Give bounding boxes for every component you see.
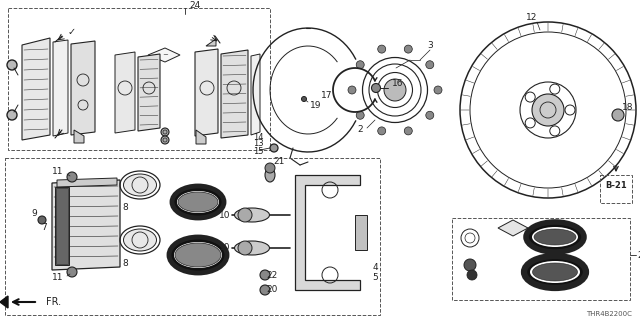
Ellipse shape xyxy=(532,263,577,281)
Circle shape xyxy=(404,45,412,53)
Text: ~: ~ xyxy=(162,52,168,58)
Ellipse shape xyxy=(178,192,218,212)
Polygon shape xyxy=(138,54,160,131)
Circle shape xyxy=(404,127,412,135)
Circle shape xyxy=(260,270,270,280)
Circle shape xyxy=(426,111,434,119)
Text: 21: 21 xyxy=(273,157,285,166)
Ellipse shape xyxy=(124,229,157,251)
Circle shape xyxy=(464,259,476,271)
Circle shape xyxy=(38,216,46,224)
Text: FR.: FR. xyxy=(46,297,61,307)
Ellipse shape xyxy=(177,191,219,213)
Circle shape xyxy=(356,61,364,69)
Text: 18: 18 xyxy=(622,103,634,113)
Ellipse shape xyxy=(234,241,269,255)
Text: 23: 23 xyxy=(637,251,640,260)
Ellipse shape xyxy=(524,256,586,288)
Text: ✓: ✓ xyxy=(68,27,76,37)
Text: 12: 12 xyxy=(526,13,538,22)
Circle shape xyxy=(67,172,77,182)
Ellipse shape xyxy=(526,222,584,252)
Circle shape xyxy=(238,208,252,222)
Text: 10: 10 xyxy=(220,244,231,252)
Text: B-21: B-21 xyxy=(605,180,627,189)
Circle shape xyxy=(7,60,17,70)
Polygon shape xyxy=(498,220,528,236)
Bar xyxy=(600,175,632,203)
Text: 5: 5 xyxy=(372,274,378,283)
Circle shape xyxy=(67,267,77,277)
Circle shape xyxy=(348,86,356,94)
Text: 10: 10 xyxy=(220,211,231,220)
Ellipse shape xyxy=(265,168,275,182)
Ellipse shape xyxy=(384,79,406,101)
Text: THR4B2200C: THR4B2200C xyxy=(586,311,632,317)
Polygon shape xyxy=(57,178,117,187)
Circle shape xyxy=(301,97,307,101)
Text: 22: 22 xyxy=(266,270,278,279)
Polygon shape xyxy=(22,38,50,140)
Ellipse shape xyxy=(174,242,222,268)
Polygon shape xyxy=(295,175,360,290)
Bar xyxy=(56,188,68,264)
Text: 2: 2 xyxy=(357,125,363,134)
Circle shape xyxy=(532,94,564,126)
Circle shape xyxy=(238,241,252,255)
Polygon shape xyxy=(251,54,260,135)
Circle shape xyxy=(270,144,278,152)
Polygon shape xyxy=(0,296,8,308)
Text: 19: 19 xyxy=(310,100,322,109)
Ellipse shape xyxy=(234,208,269,222)
Text: 20: 20 xyxy=(266,285,278,294)
Polygon shape xyxy=(115,52,135,133)
Ellipse shape xyxy=(530,261,580,283)
Text: 13: 13 xyxy=(253,139,263,148)
Ellipse shape xyxy=(124,174,157,196)
Circle shape xyxy=(467,270,477,280)
Ellipse shape xyxy=(175,243,221,267)
Circle shape xyxy=(378,45,386,53)
Ellipse shape xyxy=(534,229,576,245)
Text: 11: 11 xyxy=(52,274,64,283)
Bar xyxy=(355,215,367,250)
Circle shape xyxy=(161,136,169,144)
Bar xyxy=(452,218,630,300)
Text: 3: 3 xyxy=(427,41,433,50)
Circle shape xyxy=(260,285,270,295)
Text: 7: 7 xyxy=(41,222,47,231)
Text: 8: 8 xyxy=(122,204,128,212)
Text: 16: 16 xyxy=(392,78,404,87)
Circle shape xyxy=(371,84,381,92)
Polygon shape xyxy=(195,49,218,136)
Text: 11: 11 xyxy=(52,167,64,177)
Ellipse shape xyxy=(169,237,227,273)
Polygon shape xyxy=(52,180,120,270)
Circle shape xyxy=(161,128,169,136)
Circle shape xyxy=(356,111,364,119)
Text: 15: 15 xyxy=(253,148,263,156)
Text: 17: 17 xyxy=(321,91,333,100)
Ellipse shape xyxy=(532,227,578,247)
Bar xyxy=(55,187,69,265)
Text: 8: 8 xyxy=(122,259,128,268)
Circle shape xyxy=(426,61,434,69)
Text: 24: 24 xyxy=(189,2,200,11)
Ellipse shape xyxy=(172,186,224,218)
Polygon shape xyxy=(71,41,95,135)
Polygon shape xyxy=(221,50,248,138)
Polygon shape xyxy=(206,39,216,46)
Circle shape xyxy=(265,163,275,173)
Circle shape xyxy=(434,86,442,94)
Circle shape xyxy=(7,110,17,120)
Text: 4: 4 xyxy=(372,262,378,271)
Polygon shape xyxy=(148,48,180,62)
Polygon shape xyxy=(196,130,206,144)
Circle shape xyxy=(612,109,624,121)
Polygon shape xyxy=(53,40,68,136)
Text: 9: 9 xyxy=(31,209,37,218)
Polygon shape xyxy=(74,130,84,143)
Text: 14: 14 xyxy=(253,133,263,142)
Circle shape xyxy=(378,127,386,135)
